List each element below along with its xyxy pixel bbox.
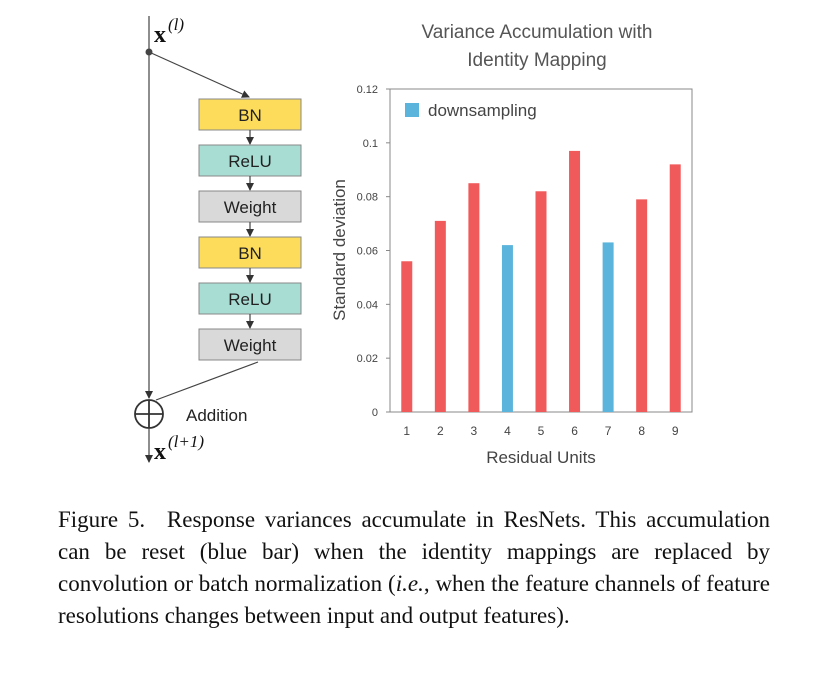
y-tick-label: 0.04 [357, 299, 378, 311]
x-tick-label: 1 [403, 424, 410, 438]
y-tick-label: 0.02 [357, 353, 378, 365]
x-tick-label: 9 [672, 424, 679, 438]
caption-label: Figure 5. [58, 507, 146, 532]
caption-text-end: , when the feature channels of feature r… [58, 571, 770, 628]
legend: downsampling [405, 101, 537, 120]
x-tick-label: 5 [538, 424, 545, 438]
y-axis-label: Standard deviation [330, 179, 349, 321]
bar-unit-5 [535, 191, 547, 412]
bar-unit-8 [636, 199, 648, 412]
bar-unit-4 [501, 245, 513, 412]
x-tick-label: 8 [638, 424, 645, 438]
variance-chart: Variance Accumulation with Identity Mapp… [330, 22, 693, 467]
block-relu-2: ReLU [198, 144, 302, 177]
bar-unit-2 [434, 220, 446, 412]
block-relu-5: ReLU [198, 282, 302, 315]
x-tick-label: 2 [437, 424, 444, 438]
block-label: ReLU [228, 290, 271, 309]
block-bn-4: BN [198, 236, 302, 269]
bar-unit-1 [401, 261, 413, 412]
y-tick-label: 0 [372, 407, 378, 419]
y-tick-label: 0.06 [357, 246, 378, 258]
chart-title-line1: Variance Accumulation with [422, 22, 653, 43]
bar-unit-3 [468, 183, 480, 412]
bar-unit-9 [669, 164, 681, 412]
block-box [198, 98, 302, 131]
block-label: BN [238, 106, 262, 125]
addition-label: Addition [186, 406, 247, 425]
figure-caption: Figure 5. Response variances accumulate … [58, 504, 770, 632]
block-label: BN [238, 244, 262, 263]
x-axis-label: Residual Units [486, 448, 596, 467]
x-tick-label: 4 [504, 424, 511, 438]
x-tick-label: 7 [605, 424, 612, 438]
chart-title-line2: Identity Mapping [467, 50, 606, 71]
y-tick-label: 0.08 [357, 192, 378, 204]
block-weight-3: Weight [198, 190, 302, 223]
x-tick-label: 6 [571, 424, 578, 438]
bar-unit-7 [602, 242, 614, 412]
residual-block-diagram: x (l) BN ReLU Weight BN ReLU Weight Addition x… [134, 15, 302, 465]
residual-return-line [155, 361, 259, 401]
input-label: x (l) [154, 15, 184, 48]
figure: x (l) BN ReLU Weight BN ReLU Weight Addition x… [134, 15, 693, 467]
legend-swatch-downsampling [405, 103, 419, 117]
y-axis-ticks: 0 0.02 0.04 0.06 0.08 0.1 0.12 [357, 84, 390, 419]
block-box [198, 144, 302, 177]
output-label: x (l+1) [154, 432, 204, 465]
branch-line [148, 51, 250, 98]
bars [401, 150, 681, 413]
y-tick-label: 0.1 [363, 138, 378, 150]
block-label: Weight [224, 336, 277, 355]
block-box [198, 282, 302, 315]
bar-unit-6 [569, 150, 581, 413]
block-label: ReLU [228, 152, 271, 171]
block-weight-6: Weight [198, 328, 302, 361]
x-tick-label: 3 [471, 424, 478, 438]
caption-ie: i.e. [395, 571, 424, 596]
block-box [198, 328, 302, 361]
legend-label: downsampling [428, 101, 537, 120]
addition-node [134, 399, 164, 429]
caption-text: Response variances accumulate in ResNets… [58, 507, 770, 596]
block-label: Weight [224, 198, 277, 217]
block-bn-1: BN [198, 98, 302, 131]
y-tick-label: 0.12 [357, 84, 378, 96]
x-axis-ticks: 1 2 3 4 5 6 7 8 9 [403, 424, 678, 438]
layer-blocks: BN ReLU Weight BN ReLU Weight [198, 98, 302, 361]
